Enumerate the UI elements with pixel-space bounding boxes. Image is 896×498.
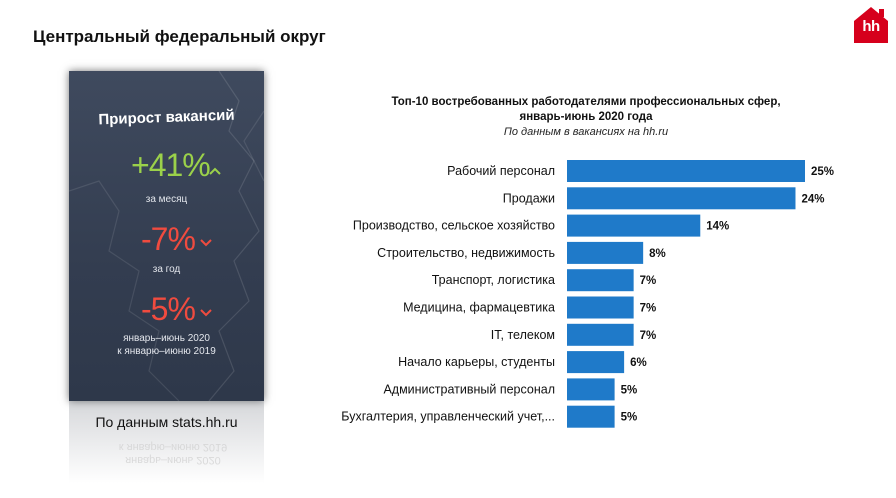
- bar: [567, 323, 634, 346]
- chart-title-line-1: Топ-10 востребованных работодателями про…: [391, 96, 781, 108]
- page-title: Центральный федеральный округ: [33, 27, 326, 46]
- metric-year-value: -7%: [141, 221, 196, 257]
- data-label: 7%: [640, 275, 657, 287]
- metric-halfyear-label-2: к январю–июню 2019: [117, 346, 216, 357]
- bar: [567, 160, 805, 182]
- category-label: Административный персонал: [383, 382, 555, 396]
- growth-panel: Прирост вакансий +41% за месяц -7% за го…: [69, 71, 264, 401]
- data-label: 7%: [640, 303, 657, 315]
- category-label: Начало карьеры, студенты: [398, 355, 555, 369]
- data-label: 5%: [621, 412, 638, 424]
- bar: [567, 269, 634, 292]
- data-label: 25%: [811, 166, 834, 178]
- data-label: 6%: [630, 357, 647, 369]
- category-label: IT, телеком: [491, 328, 555, 342]
- chart-title-line-2: январь-июнь 2020 года: [519, 111, 653, 123]
- chart-title: Топ-10 востребованных работодателями про…: [325, 95, 847, 125]
- category-label: Рабочий персонал: [447, 164, 555, 178]
- category-label: Транспорт, логистика: [432, 273, 555, 287]
- bar: [567, 241, 644, 264]
- metric-month-label: за месяц: [145, 194, 188, 205]
- data-label: 24%: [801, 193, 824, 205]
- bar: [567, 296, 634, 319]
- data-label: 5%: [621, 384, 638, 396]
- arrow-up-icon: [209, 167, 221, 175]
- region-map-decoration: [69, 71, 264, 401]
- bar: [567, 405, 615, 428]
- bar: [567, 378, 615, 401]
- bar: [567, 214, 701, 237]
- hh-logo[interactable]: [853, 6, 889, 44]
- metric-month-value: +41%: [131, 147, 211, 183]
- logo-text: hh: [862, 18, 880, 35]
- arrow-down-icon: [200, 239, 212, 247]
- category-label: Строительство, недвижимость: [377, 246, 555, 260]
- data-label: 14%: [706, 221, 729, 233]
- metric-year-label: за год: [152, 264, 181, 275]
- category-label: Медицина, фармацевтика: [403, 301, 555, 315]
- category-label: Продажи: [503, 191, 555, 205]
- category-label: Производство, сельское хозяйство: [353, 219, 555, 233]
- category-label: Бухгалтерия, управленческий учет,...: [341, 410, 555, 424]
- metric-halfyear-label-1: январь–июнь 2020: [123, 333, 210, 344]
- source-note: По данным stats.hh.ru: [95, 414, 238, 430]
- chart-subtitle: По данным в вакансиях на hh.ru: [503, 126, 669, 138]
- metric-halfyear-value: -5%: [141, 291, 196, 327]
- arrow-down-icon: [200, 309, 212, 317]
- bar: [567, 187, 796, 210]
- panel-reflection: [69, 401, 264, 498]
- data-label: 7%: [640, 330, 657, 342]
- data-label: 8%: [649, 248, 666, 260]
- bar: [567, 351, 625, 374]
